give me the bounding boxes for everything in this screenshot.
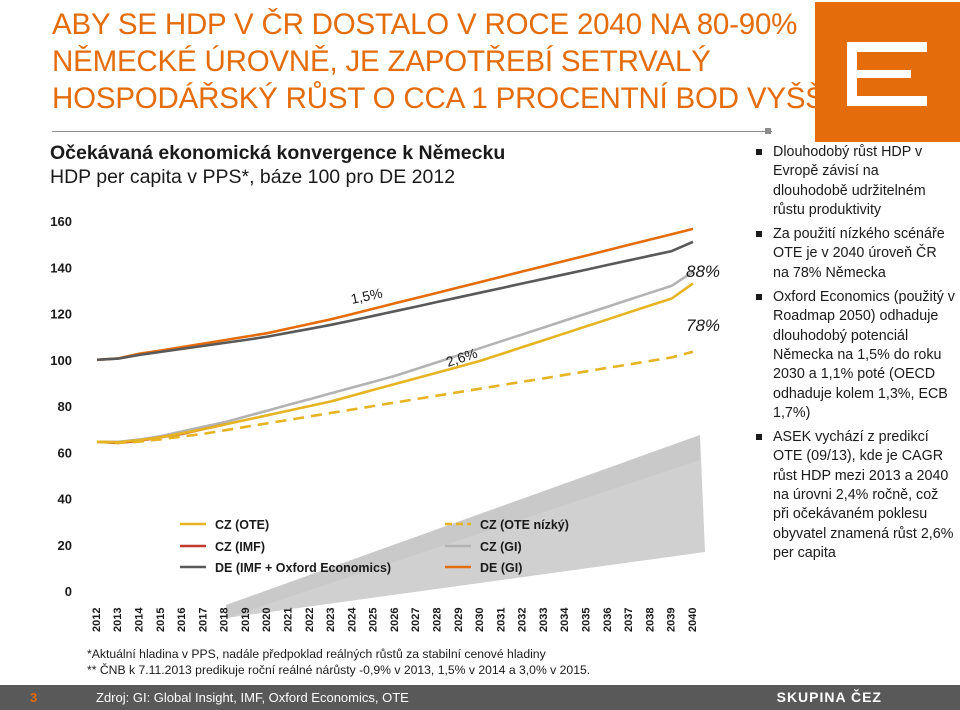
series-line-cz-gi [97,270,694,444]
source-note: Zdroj: GI: Global Insight, IMF, Oxford E… [96,690,409,705]
bullet-square-icon [756,231,762,238]
share-label-high: 88% [686,262,720,281]
x-tick-label: 2016 [176,608,188,632]
bullet-text: Dlouhodobý růst HDP v Evropě závisí na d… [773,144,926,218]
x-tick-label: 2039 [666,608,678,632]
series-line-de-imf [96,240,694,362]
x-tick-label: 2015 [155,608,167,632]
chart-subtitle-bold: Očekávaná ekonomická konvergence k Němec… [50,142,506,164]
y-tick-label: 80 [58,399,72,414]
series-line-cz-ote-low [96,350,694,445]
share-label-low: 78% [686,316,720,335]
footnote-2: ** ČNB k 7.11.2013 predikuje roční reáln… [87,663,591,677]
y-tick-label: 40 [58,492,72,507]
brand-name: SKUPINA ČEZ [776,689,882,705]
bullet-item: Za použití nízkého scénáře OTE je v 2040… [756,225,956,283]
x-tick-label: 2013 [112,608,124,632]
x-tick-label: 2022 [304,608,316,632]
x-tick-label: 2034 [559,607,571,632]
x-tick-label: 2027 [410,608,422,632]
x-tick-label: 2038 [644,608,656,632]
footnote-1: *Aktuální hladina v PPS, nadále předpokl… [87,647,546,661]
cez-logo-icon [847,42,927,106]
x-tick-label: 2028 [431,608,443,632]
x-tick-label: 2024 [346,607,358,632]
x-tick-label: 2014 [133,607,145,632]
x-tick-label: 2036 [602,608,614,632]
growth-label-de: 1,5% [349,285,384,307]
cez-logo [815,2,960,142]
chart-subtitle: HDP per capita v PPS*, báze 100 pro DE 2… [50,166,456,188]
heading-line-2: NĚMECKÉ ÚROVNĚ, JE ZAPOTŘEBÍ SETRVALÝ [52,45,711,78]
divider-end-mark [765,128,771,134]
bullet-square-icon [756,294,762,301]
bullet-item: Dlouhodobý růst HDP v Evropě závisí na d… [756,143,956,220]
x-tick-label: 2023 [325,608,337,632]
y-tick-label: 0 [65,584,72,599]
y-tick-label: 20 [58,538,72,553]
series-line-cz-ote [96,282,694,444]
bullet-square-icon [756,149,762,155]
x-tick-label: 2012 [91,608,103,632]
x-tick-label: 2030 [474,608,486,632]
x-tick-label: 2037 [623,608,635,632]
x-tick-label: 2021 [282,608,294,632]
bullet-square-icon [756,434,762,441]
x-tick-label: 2029 [453,608,465,632]
y-tick-label: 120 [50,307,72,322]
legend-label: DE (IMF + Oxford Economics) [215,561,391,575]
x-tick-label: 2019 [240,608,252,632]
x-tick-label: 2033 [538,608,550,632]
x-tick-label: 2040 [687,608,699,632]
y-tick-label: 60 [58,445,72,460]
bullet-text: Za použití nízkého scénáře OTE je v 2040… [773,226,945,281]
legend-label: CZ (OTE nízký) [480,518,569,532]
bullet-text: Oxford Economics (použitý v Roadmap 2050… [773,289,955,421]
x-tick-label: 2020 [261,608,273,632]
x-tick-label: 2026 [389,608,401,632]
x-tick-label: 2025 [368,608,380,632]
slide-heading: ABY SE HDP V ČR DOSTALO V ROCE 2040 NA 8… [52,6,833,117]
bullet-item: ASEK vychází z predikcí OTE (09/13), kde… [756,428,956,563]
bullet-text: ASEK vychází z predikcí OTE (09/13), kde… [773,429,954,561]
x-tick-label: 2018 [219,608,231,632]
x-tick-label: 2032 [517,608,529,632]
x-tick-label: 2031 [495,608,507,632]
legend-label: CZ (IMF) [215,540,265,554]
y-tick-label: 100 [50,353,72,368]
page-number: 3 [30,690,38,705]
x-tick-label: 2017 [197,608,209,632]
footnotes: *Aktuální hladina v PPS, nadále předpokl… [87,646,590,678]
heading-line-3: HOSPODÁŘSKÝ RŮST O CCA 1 PROCENTNÍ BOD V… [52,82,833,115]
convergence-band-shade [226,435,700,618]
convergence-band [226,435,705,618]
heading-divider [52,131,772,132]
bullet-list: Dlouhodobý růst HDP v Evropě závisí na d… [756,143,956,568]
x-tick-label: 2035 [580,608,592,632]
y-tick-label: 140 [50,260,72,275]
legend-label: CZ (OTE) [215,518,269,532]
y-tick-label: 160 [50,214,72,229]
footer-bar: 3 Zdroj: GI: Global Insight, IMF, Oxford… [0,685,960,710]
heading-line-1: ABY SE HDP V ČR DOSTALO V ROCE 2040 NA 8… [52,8,798,41]
series-line-de-gi [96,227,694,362]
legend-label: DE (GI) [480,561,522,575]
legend-label: CZ (GI) [480,540,522,554]
bullet-item: Oxford Economics (použitý v Roadmap 2050… [756,288,956,423]
